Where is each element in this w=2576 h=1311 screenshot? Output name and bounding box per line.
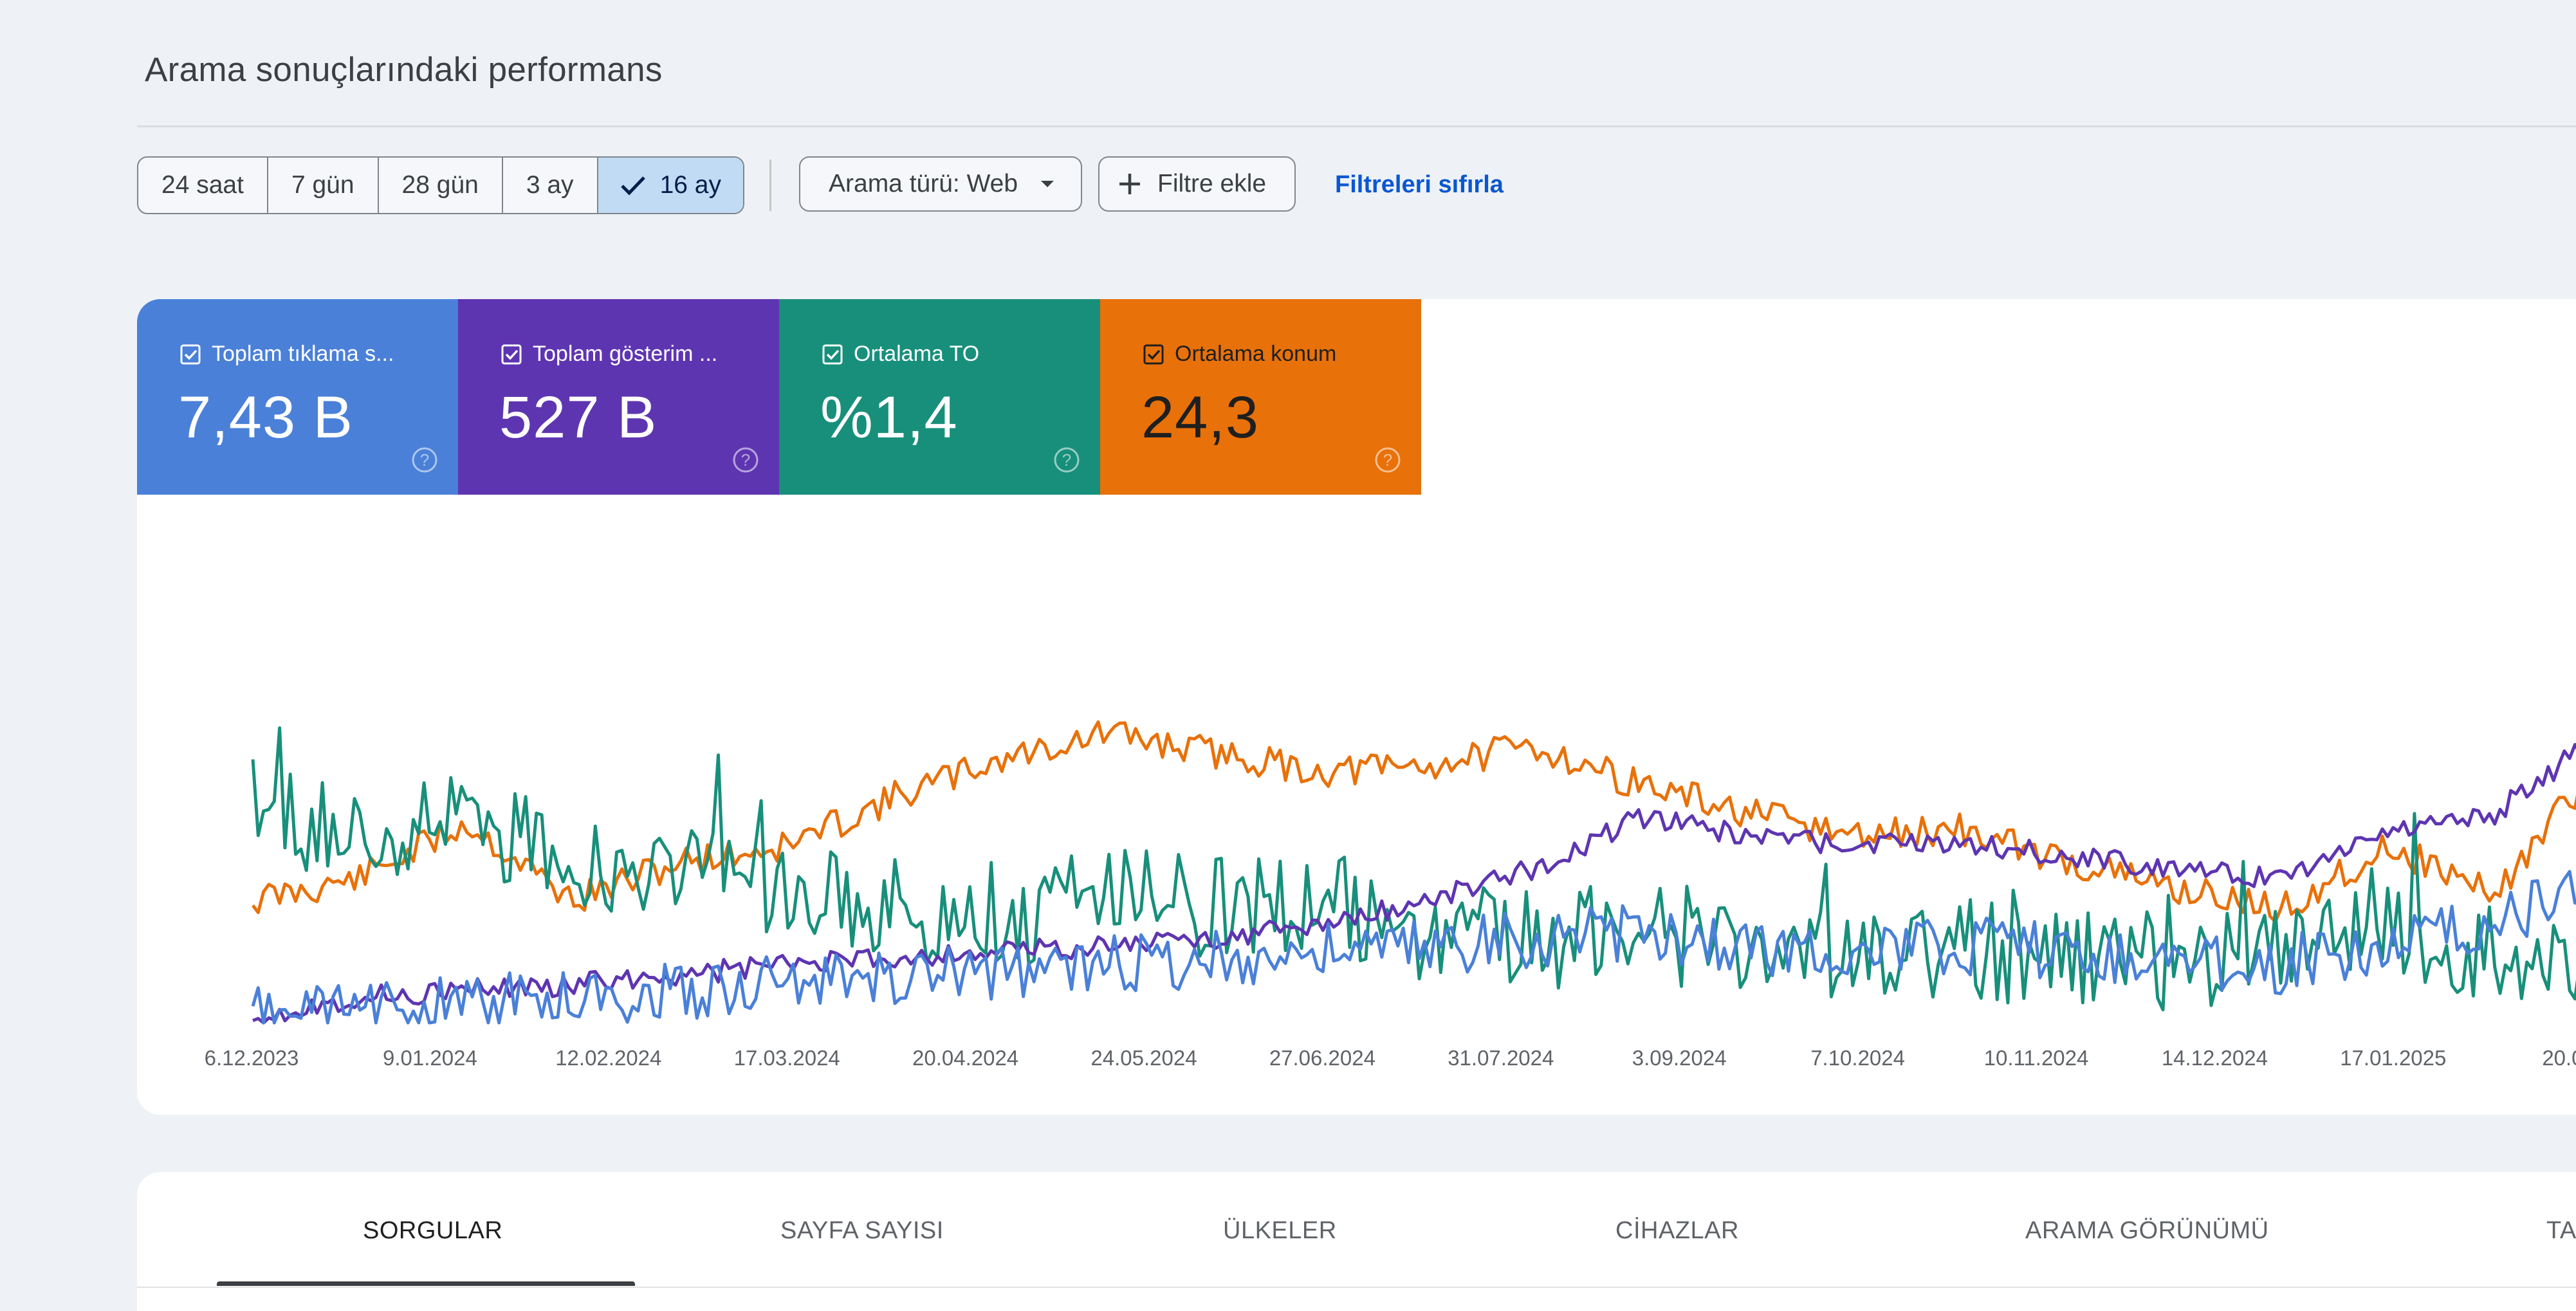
date-range-selector: 24 saat 7 gün 28 gün 3 ay 16 ay (137, 156, 744, 214)
help-icon[interactable]: ? (1053, 446, 1081, 474)
x-tick-label: 3.09.2024 (1632, 1046, 1727, 1070)
metric-position[interactable]: Ortalama konum 24,3 ? (1100, 299, 1421, 495)
x-tick-label: 20.02. (2542, 1046, 2576, 1070)
metric-clicks-value: 7,43 B (178, 385, 353, 450)
x-tick-label: 20.04.2024 (912, 1046, 1018, 1070)
chart-x-axis: 6.12.2023 9.01.2024 12.02.2024 17.03.2024 20… (205, 1046, 2576, 1070)
svg-text:?: ? (1062, 450, 1071, 470)
svg-text:?: ? (1383, 450, 1392, 470)
checkbox-checked-icon[interactable] (501, 344, 522, 365)
search-type-label: Arama türü: Web (829, 170, 1018, 197)
tab-pages[interactable]: SAYFA SAYISI (780, 1217, 944, 1244)
tab-search-appearance[interactable]: ARAMA GÖRÜNÜMÜ (2025, 1217, 2269, 1244)
x-tick-label: 14.12.2024 (2162, 1046, 2268, 1070)
x-tick-label: 17.03.2024 (734, 1046, 840, 1070)
range-3m-label: 3 ay (526, 171, 574, 199)
checkmark-icon (620, 176, 645, 196)
range-28d-button[interactable]: 28 gün (379, 158, 503, 213)
header-divider (137, 125, 2576, 127)
active-tab-indicator (217, 1281, 635, 1286)
plus-icon (1119, 174, 1140, 194)
range-24h-button[interactable]: 24 saat (138, 158, 268, 213)
help-icon[interactable]: ? (410, 446, 439, 474)
performance-chart: 6.12.2023 9.01.2024 12.02.2024 17.03.2024 20… (205, 720, 2576, 1070)
add-filter-label: Filtre ekle (1157, 170, 1267, 197)
metric-ctr-label: Ortalama TO (854, 342, 980, 366)
range-16m-label: 16 ay (659, 171, 721, 199)
svg-text:?: ? (741, 450, 750, 470)
tabs-divider (137, 1287, 2576, 1288)
tab-date[interactable]: TA (2546, 1217, 2576, 1244)
dimension-tabs: SORGULAR SAYFA SAYISI ÜLKELER CİHAZLAR A… (137, 1172, 2576, 1311)
metric-ctr-value: %1,4 (820, 385, 958, 450)
checkbox-checked-icon[interactable] (1143, 344, 1164, 365)
tab-devices[interactable]: CİHAZLAR (1615, 1217, 1739, 1244)
tab-queries[interactable]: SORGULAR (363, 1217, 503, 1244)
add-filter-button[interactable]: Filtre ekle (1098, 156, 1296, 212)
tab-countries[interactable]: ÜLKELER (1223, 1217, 1337, 1244)
x-tick-label: 9.01.2024 (383, 1046, 477, 1070)
x-tick-label: 31.07.2024 (1448, 1046, 1554, 1070)
checkbox-checked-icon[interactable] (179, 344, 201, 365)
search-type-dropdown[interactable]: Arama türü: Web (799, 156, 1083, 212)
help-icon[interactable]: ? (731, 446, 760, 474)
range-24h-label: 24 saat (161, 171, 244, 199)
x-tick-label: 7.10.2024 (1810, 1046, 1905, 1070)
x-tick-label: 24.05.2024 (1090, 1046, 1197, 1070)
x-tick-label: 27.06.2024 (1269, 1046, 1375, 1070)
checkbox-checked-icon[interactable] (822, 344, 843, 365)
x-tick-label: 10.11.2024 (1984, 1046, 2089, 1070)
metric-ctr[interactable]: Ortalama TO %1,4 ? (779, 299, 1100, 495)
range-3m-button[interactable]: 3 ay (503, 158, 598, 213)
range-7d-button[interactable]: 7 gün (268, 158, 379, 213)
x-tick-label: 17.01.2025 (2340, 1046, 2446, 1070)
series-line-1 (252, 720, 2576, 924)
metric-clicks-header: Toplam tıklama s... (179, 342, 394, 367)
series-line-2 (251, 726, 2576, 1012)
range-7d-label: 7 gün (291, 171, 354, 199)
metric-clicks[interactable]: Toplam tıklama s... 7,43 B ? (137, 299, 458, 495)
series-line-3 (252, 743, 2576, 1025)
metric-clicks-label: Toplam tıklama s... (212, 342, 394, 366)
metric-impressions-value: 527 B (499, 385, 658, 450)
page-title: Arama sonuçlarındaki performans (145, 51, 663, 89)
chart-lines (251, 720, 2576, 1025)
metric-impressions-header: Toplam gösterim ... (501, 342, 717, 367)
dropdown-arrow-icon (1041, 181, 1054, 187)
x-tick-label: 12.02.2024 (555, 1046, 661, 1070)
metric-impressions-label: Toplam gösterim ... (533, 342, 718, 366)
svg-text:?: ? (420, 450, 429, 470)
metric-tiles: Toplam tıklama s... 7,43 B ? Toplam göst… (137, 299, 1421, 495)
metric-impressions[interactable]: Toplam gösterim ... 527 B ? (458, 299, 779, 495)
help-icon[interactable]: ? (1374, 446, 1402, 474)
range-16m-button[interactable]: 16 ay (598, 158, 743, 213)
metric-ctr-header: Ortalama TO (822, 342, 979, 367)
series-line-4 (251, 870, 2576, 1025)
x-tick-label: 6.12.2023 (205, 1046, 299, 1070)
metric-position-header: Ortalama konum (1143, 342, 1336, 367)
reset-filters-link[interactable]: Filtreleri sıfırla (1335, 171, 1504, 198)
toolbar-separator (769, 160, 771, 211)
range-28d-label: 28 gün (401, 171, 479, 199)
metric-position-label: Ortalama konum (1175, 342, 1337, 366)
metric-position-value: 24,3 (1141, 385, 1260, 450)
